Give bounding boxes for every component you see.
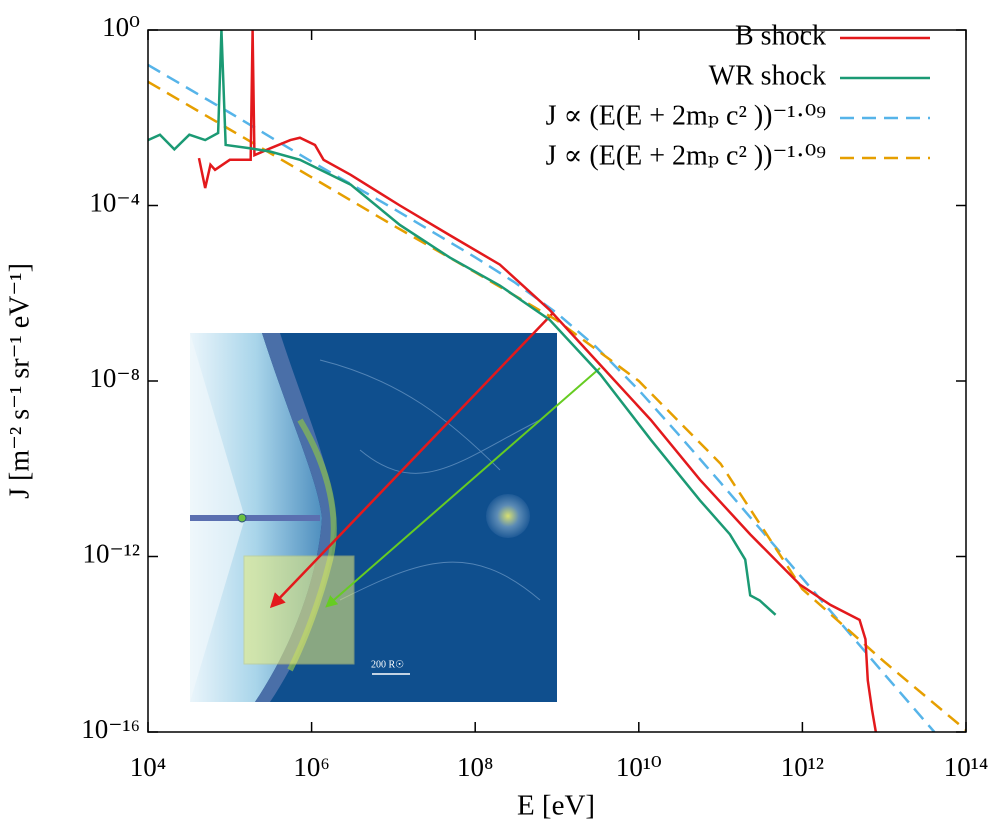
series-line (148, 63, 936, 732)
x-tick-label: 10⁸ (457, 752, 493, 782)
series-line (148, 30, 777, 616)
legend-label: J ∝ (E(E + 2mₚ c² ))⁻¹·⁰⁹ (546, 140, 826, 171)
y-tick-label: 10⁻⁴ (89, 188, 140, 218)
legend-label: WR shock (709, 60, 826, 91)
y-tick-label: 10⁻⁸ (89, 363, 140, 393)
inset-image: 200 R☉ (190, 333, 557, 702)
x-axis-label: E [eV] (517, 790, 595, 822)
inset-scale-label: 200 R☉ (371, 659, 404, 670)
arrow (269, 312, 554, 609)
arrow (325, 367, 601, 608)
series-line (148, 80, 966, 732)
series-line (197, 30, 878, 732)
y-axis-label: J [m⁻² s⁻¹ sr⁻¹ eV⁻¹] (4, 263, 35, 499)
y-tick-label: 10⁰ (102, 12, 140, 42)
x-tick-label: 10¹² (781, 752, 824, 782)
x-tick-label: 10⁴ (130, 752, 166, 782)
x-tick-label: 10¹⁰ (616, 752, 662, 782)
plot-lines (148, 30, 966, 732)
legend-label: B shock (735, 20, 826, 51)
x-tick-label: 10¹⁴ (944, 752, 989, 782)
y-tick-label: 10⁻¹² (83, 539, 140, 569)
x-tick-label: 10⁶ (293, 752, 329, 782)
legend-label: J ∝ (E(E + 2mₚ c² ))⁻¹·⁰⁹ (546, 100, 826, 131)
y-tick-label: 10⁻¹⁶ (81, 714, 140, 744)
